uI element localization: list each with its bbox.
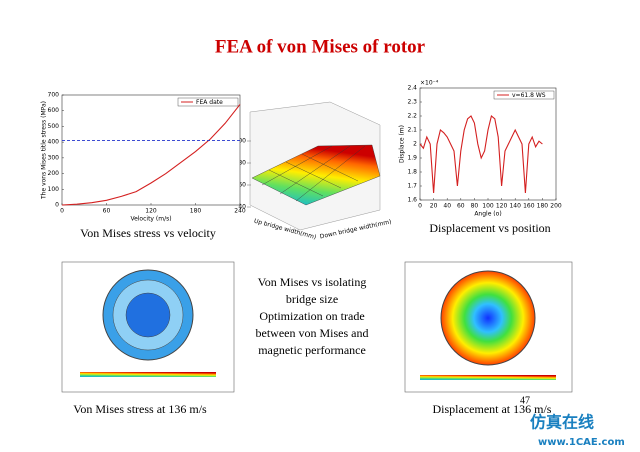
y-axis-label: Displace (m) [399, 125, 406, 163]
x-axis-label: Angle (o) [474, 211, 501, 218]
x-tick-label: 140 [509, 203, 521, 210]
x-tick-label: 80 [471, 203, 479, 210]
z-tick-label: 40 [238, 204, 246, 211]
stress-image [61, 261, 235, 393]
x-tick-label: 0 [418, 203, 422, 210]
color-bar [80, 372, 216, 377]
x-tick-label: 60 [457, 203, 465, 210]
y-tick-label: 1.6 [407, 197, 417, 204]
x-tick-label: 240 [234, 208, 246, 215]
data-line [419, 115, 543, 194]
plot-area [419, 87, 557, 201]
page-number: 47 [520, 395, 530, 406]
caption: Von Mises stress vs velocity [80, 226, 216, 240]
y-tick-label: 0 [55, 202, 59, 209]
surface-plot: Up bridge width(mm) Down bridge width(mm… [249, 101, 392, 241]
y-tick-label: 200 [48, 170, 60, 177]
y-tick-label: 500 [48, 123, 60, 130]
z-tick-label: 100 [235, 138, 247, 145]
y-tick-label: 1.8 [407, 169, 417, 176]
y-tick-label: 2 [413, 141, 417, 148]
color-bar [420, 375, 556, 380]
x-tick-label: 100 [482, 203, 494, 210]
caption: Von Mises stress at 136 m/s [73, 402, 207, 416]
rotor-core [125, 292, 171, 338]
y-tick-label: 1.9 [407, 155, 417, 162]
y-tick-label: 100 [48, 186, 60, 193]
surface [251, 144, 381, 206]
y-tick-label: 700 [48, 92, 60, 99]
caption-line: magnetic performance [258, 343, 366, 357]
data-line [61, 104, 241, 206]
y-axis-label: The vons Mises title stress (MPa) [41, 101, 48, 200]
legend-box [177, 97, 239, 107]
z-tick-label: 80 [238, 160, 246, 167]
caption-line: Optimization on trade [259, 309, 364, 323]
x-tick-label: 40 [443, 203, 451, 210]
watermark-url: www.1CAE.com [538, 437, 625, 448]
y-tick-label: 2.3 [407, 99, 417, 106]
y-tick-label: 2.1 [407, 127, 417, 134]
y-tick-label: 1.7 [407, 183, 417, 190]
y-tick-label: 2.4 [407, 85, 417, 92]
x-axis-label: Velocity (m/s) [130, 216, 171, 223]
caption-line: bridge size [286, 292, 338, 306]
y-tick-label: 2.2 [407, 113, 417, 120]
x-tick-label: 200 [550, 203, 562, 210]
x-tick-label: 60 [103, 208, 111, 215]
x-tick-label: 180 [537, 203, 549, 210]
slide-title: FEA of von Mises of rotor [215, 36, 426, 57]
y-tick-label: 600 [48, 107, 60, 114]
x-tick-label: 20 [430, 203, 438, 210]
legend-label: FEA date [196, 99, 223, 106]
caption-line: between von Mises and [256, 326, 369, 340]
legend-box [493, 90, 555, 100]
x-tick-label: 180 [190, 208, 202, 215]
x-tick-label: 120 [145, 208, 157, 215]
y-tick-label: 400 [48, 139, 60, 146]
middle-caption: Von Mises vs isolating bridge size Optimiz… [256, 275, 369, 357]
caption: Displacement vs position [429, 221, 550, 235]
caption: Displacement at 136 m/s [433, 402, 552, 416]
rotor [440, 270, 536, 366]
x-tick-label: 160 [523, 203, 535, 210]
x-tick-label: 0 [60, 208, 64, 215]
y-tick-label: 300 [48, 154, 60, 161]
z-tick-label: 60 [238, 182, 246, 189]
legend-label: v=61.8 WS [512, 92, 546, 99]
caption-line: Von Mises vs isolating [258, 275, 367, 289]
watermark-name: 仿真在线 [530, 413, 594, 432]
x-tick-label: 120 [496, 203, 508, 210]
y-exponent: ×10⁻⁴ [420, 80, 439, 87]
surface-mesh [261, 145, 366, 202]
plot-area [61, 94, 241, 206]
displacement-image [404, 261, 573, 393]
